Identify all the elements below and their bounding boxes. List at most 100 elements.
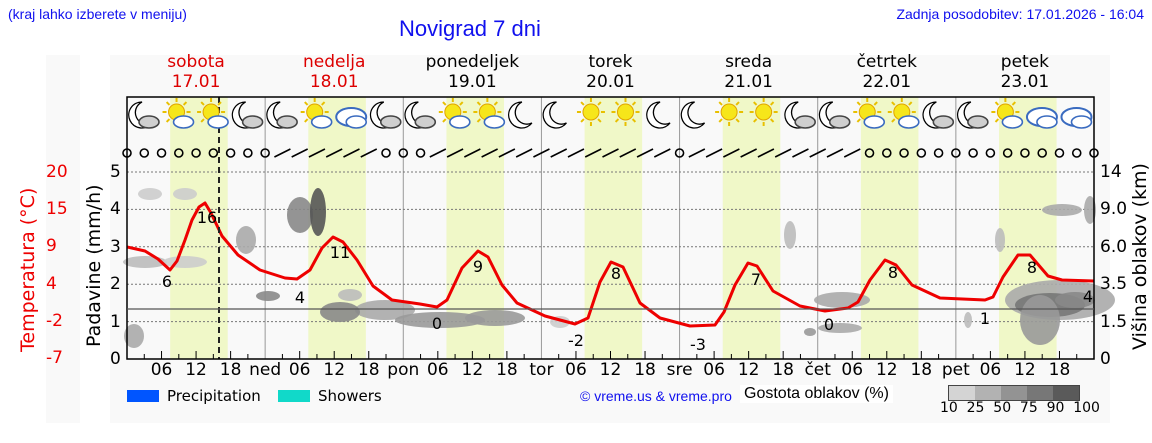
svg-text:4: 4 [295,288,305,307]
last-update: Zadnja posodobitev: 17.01.2026 - 16:04 [896,6,1144,22]
daylight-bands [127,97,1094,359]
svg-text:9: 9 [473,257,483,276]
copyright-link[interactable]: © vreme.us & vreme.pro [580,388,732,404]
weather-icon [991,98,1024,129]
colorbar-cell [975,386,1001,400]
svg-text:-2: -2 [568,331,584,350]
svg-text:8: 8 [611,264,621,283]
x-tick: 12 [323,360,346,380]
weather-icon [646,101,671,129]
weather-icon [887,98,920,129]
svg-text:4: 4 [1083,287,1093,306]
weather-icon [542,101,567,129]
x-tick: tor [529,360,554,380]
weather-icon [922,101,955,129]
cloud-height-tick: 14 [1100,162,1122,182]
precipitation-swatch [127,390,159,402]
svg-text:7: 7 [751,270,761,289]
svg-text:8: 8 [888,263,898,282]
x-tick: pon [387,360,420,380]
precip-tick: 4 [110,199,121,220]
temperature-tick: 15 [46,199,68,220]
cloud-density-areas [123,188,1115,348]
weather-icon [853,98,886,129]
weather-icons [128,98,1093,129]
svg-text:6: 6 [162,272,172,291]
x-tick: 06 [703,360,725,380]
temperature-tick: 4 [46,273,57,294]
day-header-3: torek 20.01 [586,52,635,92]
temperature-axis-label: Temperatura (°C) [17,187,39,352]
colorbar-cell [1001,386,1027,400]
temperature-line [126,201,1095,328]
x-tick: 06 [150,360,173,380]
cloud-height-tick: 1.5 [1100,311,1128,332]
weather-icon [784,101,816,129]
cloud-density-label: Gostota oblakov (%) [740,385,893,403]
precipitation-legend-label: Precipitation [167,387,261,405]
weather-icon [473,98,506,129]
x-tick: 18 [634,360,656,380]
weather-icon [818,101,851,129]
x-tick: 12 [875,360,898,380]
precip-tick: 3 [110,236,121,257]
weather-icon [266,101,298,129]
precip-tick: 0 [110,349,121,369]
x-tick: 18 [1048,360,1071,380]
x-tick: 06 [841,360,864,380]
x-tick: 06 [565,360,587,380]
wind-symbols [122,148,1099,158]
weather-icon [197,98,229,129]
svg-text:1: 1 [980,309,990,328]
precip-tick: 2 [110,274,121,295]
svg-text:0: 0 [432,314,442,333]
x-tick: 12 [599,360,622,380]
x-tick: 18 [219,360,242,380]
temperature-tick: 9 [46,236,57,257]
weather-icon [1060,107,1093,129]
cloud-height-tick: 6.0 [1100,236,1128,257]
precip-tick: 1 [110,311,121,332]
showers-swatch [278,390,310,402]
weather-icon [162,98,195,129]
x-tick: sre [666,360,693,380]
cloud-height-tick: 9.0 [1100,199,1128,220]
day-header-5: četrtek 22.01 [856,52,917,92]
precip-tick: 5 [110,162,121,182]
weather-icon [715,98,744,126]
x-tick: 18 [357,360,380,380]
colorbar-tick: 75 [1019,400,1038,416]
weather-icon [1025,107,1058,129]
showers-legend-label: Showers [318,387,382,405]
weather-icon [956,101,989,129]
x-tick: 12 [185,360,207,380]
colorbar-tick: 25 [966,400,985,416]
weather-icon [404,101,437,129]
weather-icon [231,101,264,129]
x-tick: ned [249,360,282,380]
cloud-density-scale: 10 25 50 75 90 100 [940,400,1100,416]
weather-icon [335,107,368,129]
cloud-height-axis-label: Višina oblakov (km) [1129,163,1151,350]
colorbar-cell [1053,386,1079,400]
cloud-height-tick: 3.5 [1100,274,1128,295]
temperature-value-labels: 6 16 4 11 0 9 -2 8 -3 7 0 8 1 8 4 [162,208,1093,354]
colorbar-tick: 90 [1046,400,1065,416]
weather-icon [680,101,706,129]
svg-text:8: 8 [1027,258,1037,277]
precip-axis-label: Padavine (mm/h) [83,184,105,347]
weather-icon [508,101,533,129]
x-tick: 06 [979,360,1002,380]
x-tick: 18 [772,360,794,380]
page-title: Novigrad 7 dni [399,16,541,41]
weather-icon [438,98,471,129]
colorbar-cell [1027,386,1053,400]
svg-text:16: 16 [197,208,217,227]
colorbar-cell [949,386,975,400]
day-header-6: petek 23.01 [1000,52,1050,92]
svg-text:-3: -3 [690,335,706,354]
weather-icon [300,98,333,129]
day-header-2: ponedeljek 19.01 [425,52,520,92]
colorbar-tick: 10 [940,400,958,416]
